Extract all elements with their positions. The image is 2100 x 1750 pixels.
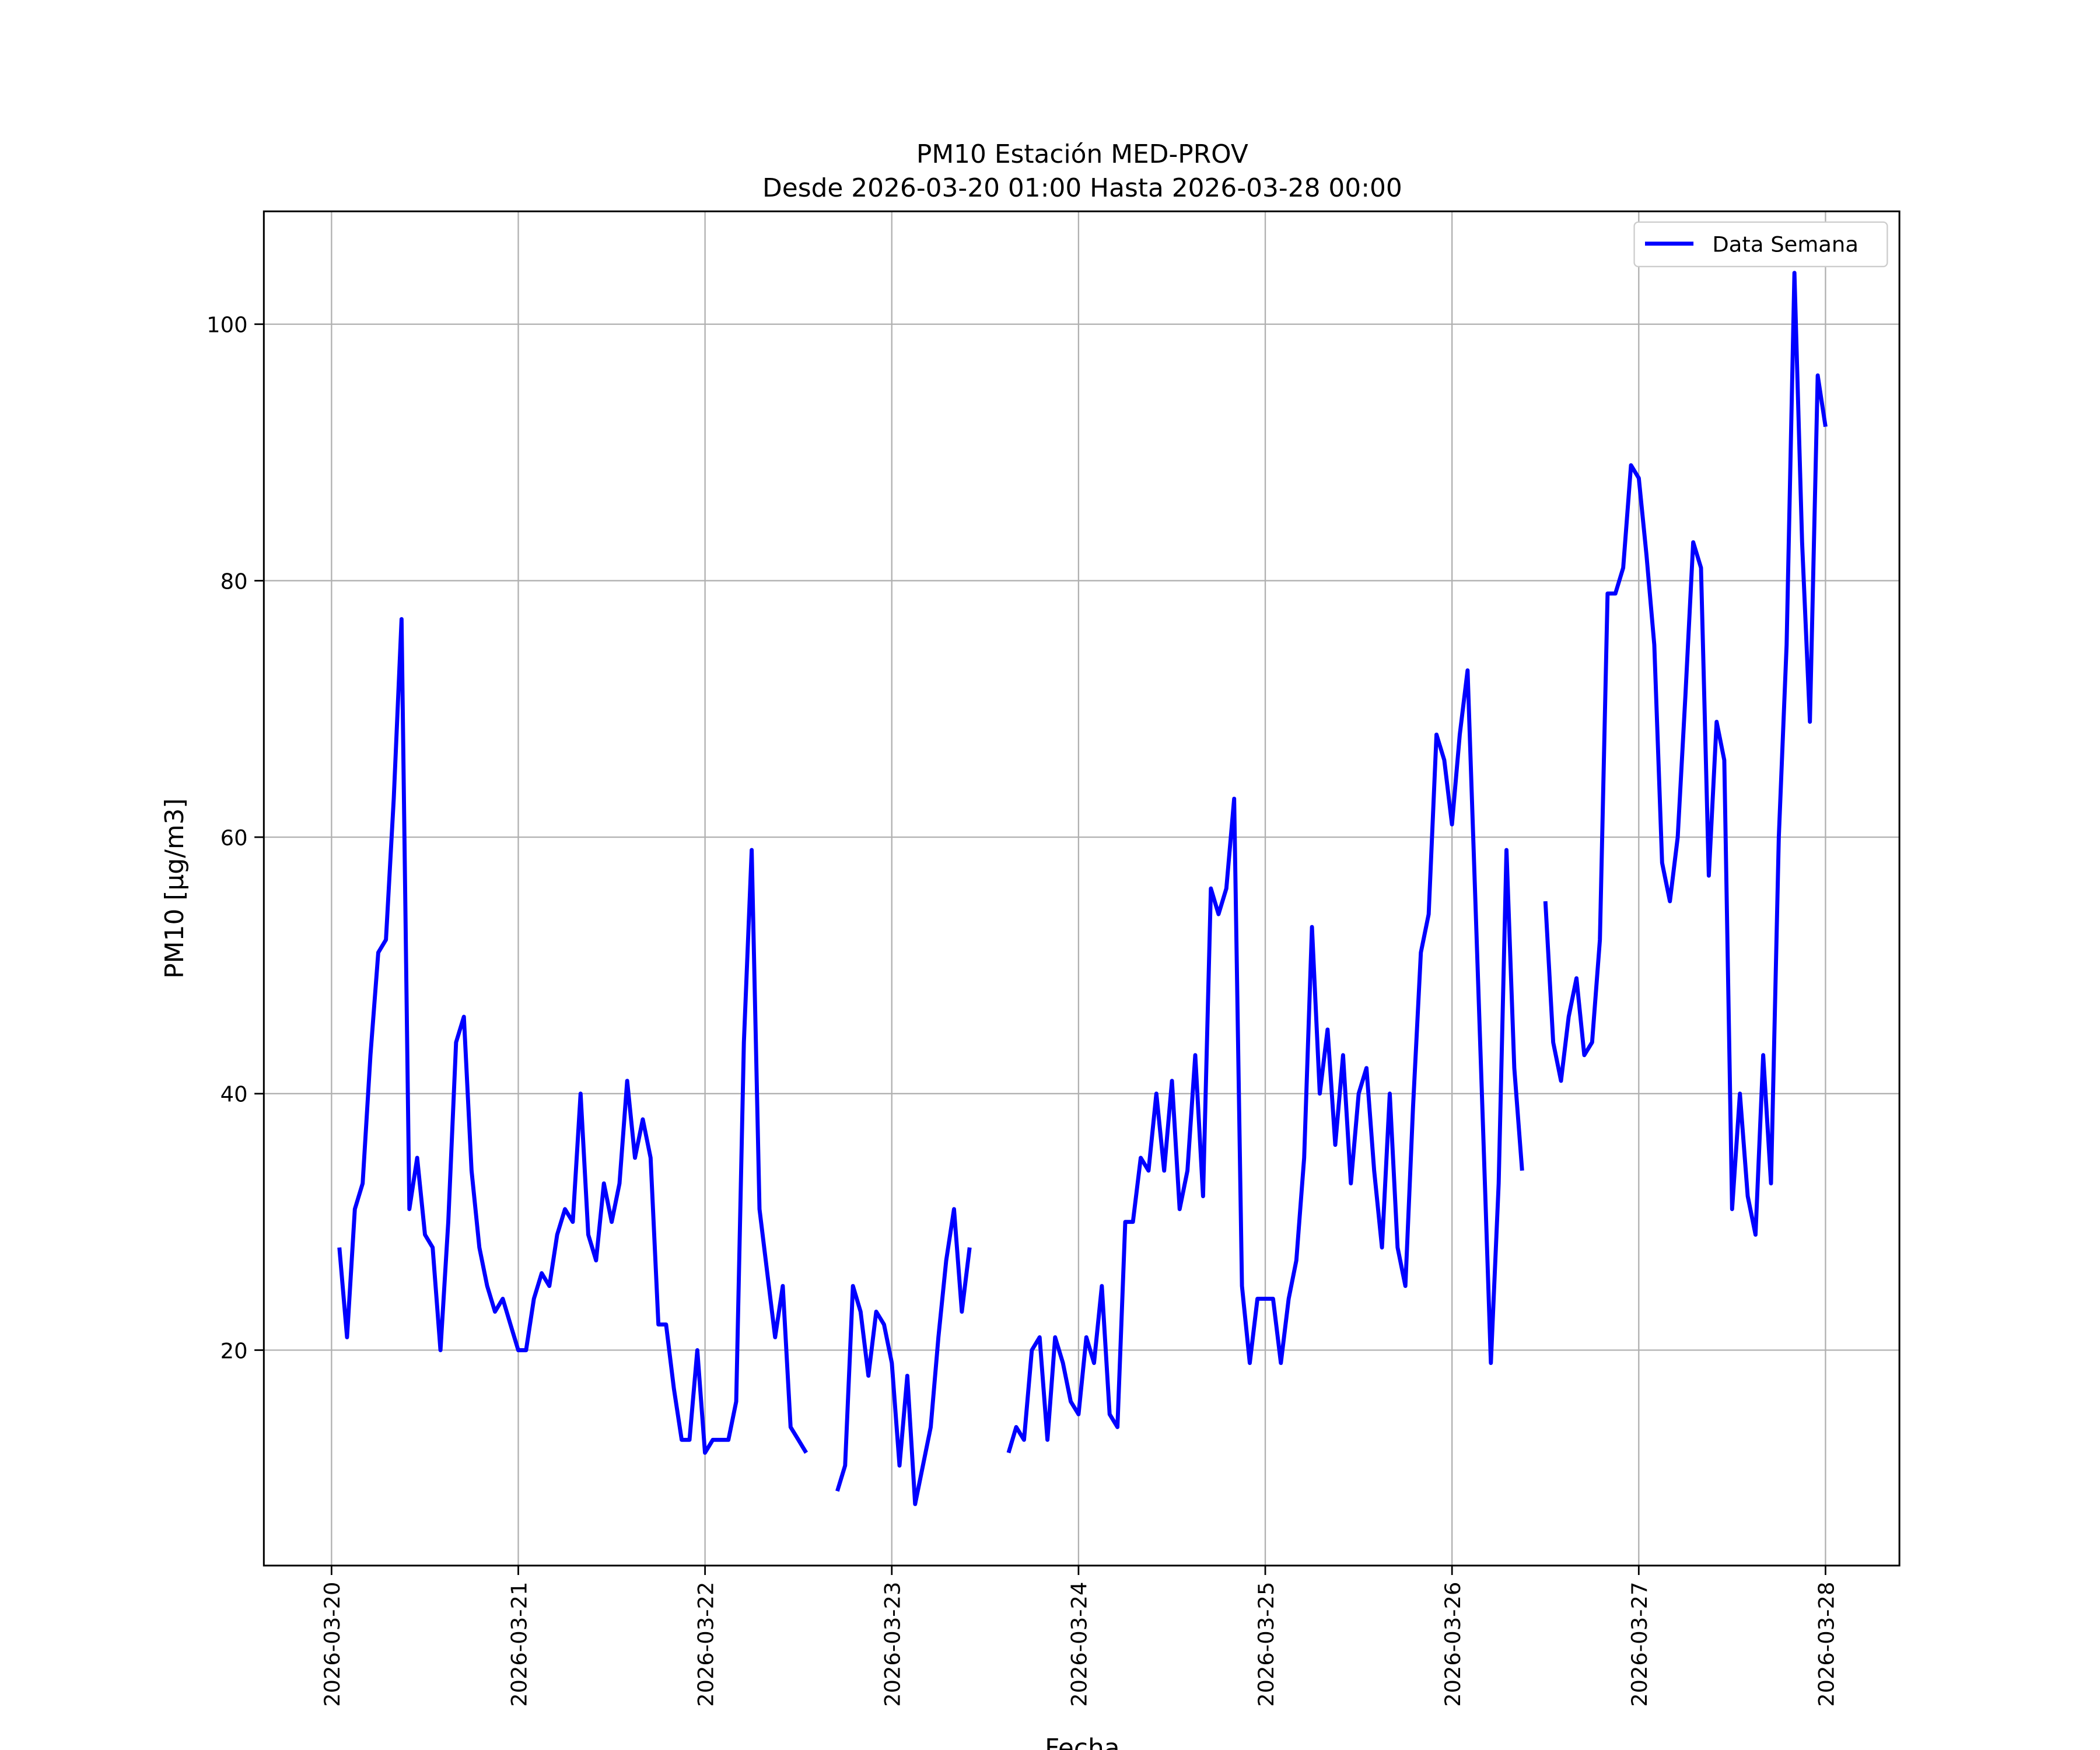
x-tick-label: 2026-03-25 <box>1254 1582 1279 1707</box>
series-lines <box>337 271 1828 1506</box>
series-line-segment <box>1006 668 1524 1454</box>
x-tick-label: 2026-03-21 <box>506 1582 531 1707</box>
series-line-segment <box>835 1207 972 1506</box>
y-axis: 20 40 60 80 100 <box>206 313 264 1363</box>
legend-label: Data Semana <box>1712 232 1859 257</box>
legend-box <box>1633 221 1888 268</box>
grid <box>264 211 1900 1566</box>
y-tick-label: 60 <box>220 825 248 850</box>
x-tick-label: 2026-03-27 <box>1627 1582 1652 1707</box>
plot-frame <box>262 210 1901 1567</box>
x-tick-label: 2026-03-24 <box>1067 1582 1092 1707</box>
y-tick-label: 100 <box>206 313 247 338</box>
x-tick-label: 2026-03-23 <box>880 1582 905 1707</box>
chart-subtitle: Desde 2026-03-20 01:00 Hasta 2026-03-28 … <box>762 173 1402 203</box>
chart-title: PM10 Estación MED-PROV <box>916 139 1248 169</box>
y-tick-label: 80 <box>220 569 248 594</box>
x-axis: 2026-03-20 2026-03-21 2026-03-22 2026-03-23… <box>320 1565 1839 1707</box>
legend: Data Semana <box>1633 221 1888 268</box>
x-axis-label: Fecha <box>1045 1734 1120 1750</box>
y-tick-label: 20 <box>220 1338 248 1363</box>
y-tick-label: 40 <box>220 1082 248 1107</box>
x-tick-label: 2026-03-22 <box>693 1582 718 1707</box>
series-line-segment <box>1543 271 1828 1237</box>
x-tick-label: 2026-03-20 <box>320 1582 345 1707</box>
x-tick-label: 2026-03-26 <box>1440 1582 1465 1707</box>
y-axis-label: PM10 [μg/m3] <box>160 798 190 978</box>
x-tick-label: 2026-03-28 <box>1814 1582 1839 1707</box>
series-line-segment <box>337 617 808 1455</box>
